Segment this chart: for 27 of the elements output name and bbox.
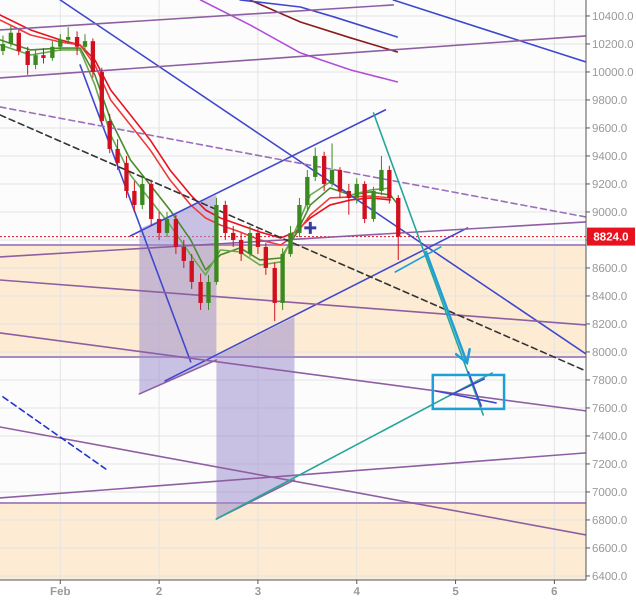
- y-tick-label: 8600.0: [592, 262, 628, 275]
- y-tick-label: 9200.0: [592, 178, 628, 191]
- y-tick-label: 9800.0: [592, 94, 628, 107]
- y-tick-label: 7400.0: [592, 430, 628, 443]
- y-tick-label: 9000.0: [592, 206, 628, 219]
- y-tick-label: 6400.0: [592, 570, 628, 583]
- x-tick-label: Feb: [50, 586, 71, 598]
- y-tick-label: 9400.0: [592, 150, 628, 163]
- x-tick-label: 5: [452, 586, 460, 598]
- y-tick-label: 10400.0: [592, 10, 634, 23]
- ref-line-label: 8824.0: [593, 232, 629, 244]
- y-tick-label: 7000.0: [592, 486, 628, 499]
- x-tick-label: 6: [551, 586, 558, 598]
- y-tick-label: 7800.0: [592, 374, 628, 387]
- y-tick-label: 10000.0: [592, 66, 634, 79]
- y-tick-label: 8200.0: [592, 318, 628, 331]
- y-tick-label: 8000.0: [592, 346, 628, 359]
- y-tick-label: 7200.0: [592, 458, 628, 471]
- y-tick-label: 7600.0: [592, 402, 628, 415]
- x-tick-label: 2: [156, 586, 162, 598]
- y-tick-label: 9600.0: [592, 122, 628, 135]
- y-tick-label: 6800.0: [592, 514, 628, 527]
- y-tick-label: 6600.0: [592, 542, 628, 555]
- y-tick-label: 10200.0: [592, 38, 634, 51]
- y-tick-label: 8400.0: [592, 290, 628, 303]
- x-tick-label: 3: [254, 586, 262, 598]
- x-tick-label: 4: [354, 586, 361, 598]
